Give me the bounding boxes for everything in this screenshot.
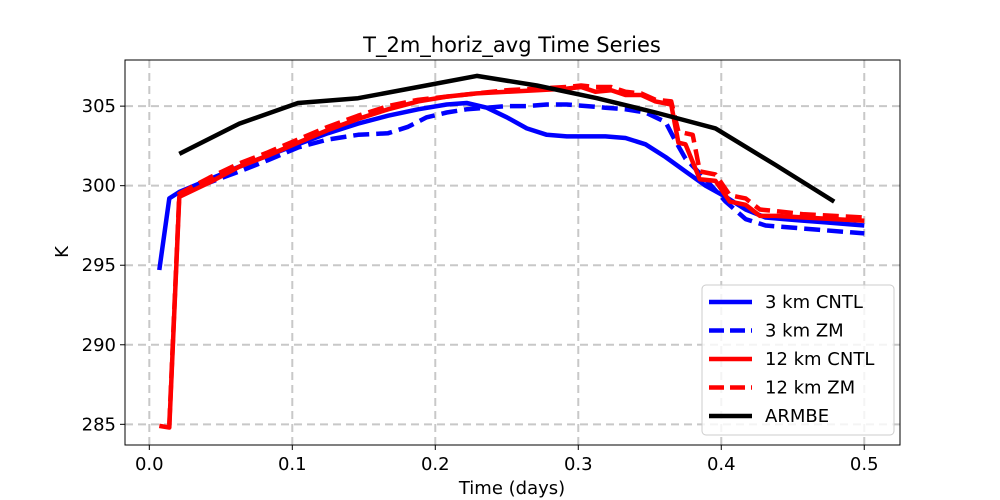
legend-frame <box>701 284 895 436</box>
x-tick-label: 0.1 <box>278 454 307 475</box>
y-tick-label: 285 <box>82 414 116 435</box>
y-tick-label: 295 <box>82 255 116 276</box>
y-tick-label: 290 <box>82 335 116 356</box>
y-axis-ticks: 285 290 295 300 305 <box>82 96 125 435</box>
legend-label-3-km-zm: 3 km ZM <box>765 321 844 342</box>
y-tick-label: 305 <box>82 96 116 117</box>
series-line-armbe <box>178 73 836 204</box>
x-tick-label: 0.5 <box>850 454 879 475</box>
legend-label-12-km-zm: 12 km ZM <box>765 378 855 399</box>
x-tick-label: 0.3 <box>564 454 593 475</box>
series-line-12-km-zm <box>167 83 865 425</box>
plot-frame <box>124 59 901 446</box>
legend-label-3-km-cntl: 3 km CNTL <box>765 292 863 313</box>
data-series <box>157 73 865 430</box>
x-tick-label: 0.0 <box>135 454 164 475</box>
legend: 3 km CNTL 3 km ZM 12 km CNTL 12 km ZM ARMBE <box>701 284 895 436</box>
series-line-12-km-cntl <box>158 84 865 430</box>
legend-label-armbe: ARMBE <box>765 406 829 427</box>
y-axis-title: K <box>52 245 73 258</box>
chart-title: T_2m_horiz_avg Time Series <box>362 33 661 58</box>
x-axis-title: Time (days) <box>458 478 565 499</box>
series-line-3-km-zm <box>178 102 865 236</box>
x-axis-ticks: 0.0 0.1 0.2 0.3 0.4 0.5 <box>135 445 879 475</box>
x-tick-label: 0.2 <box>421 454 450 475</box>
x-tick-label: 0.4 <box>707 454 736 475</box>
legend-label-12-km-cntl: 12 km CNTL <box>765 349 874 370</box>
y-tick-label: 300 <box>82 176 116 197</box>
